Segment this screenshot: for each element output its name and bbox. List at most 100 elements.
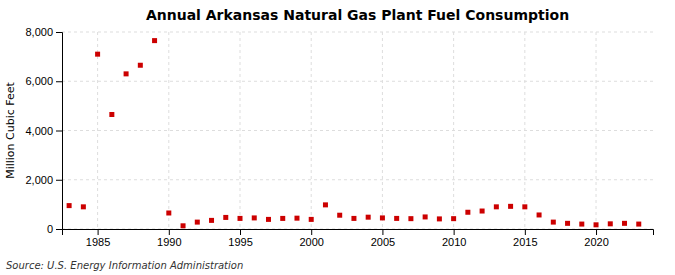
- x-axis: 1985 1990 1995 2000 2005 2010 2015 2020: [63, 229, 654, 248]
- y-tick-mark: [56, 81, 62, 82]
- point: [351, 216, 356, 221]
- point: [309, 217, 314, 222]
- point: [95, 52, 100, 57]
- grid-line-x: [97, 32, 98, 229]
- x-tick-mark: [382, 229, 383, 235]
- x-tick: 2020: [584, 229, 608, 248]
- x-tick-mark: [311, 229, 312, 235]
- grid-line-x: [168, 32, 169, 229]
- point: [337, 213, 342, 218]
- point: [408, 216, 413, 221]
- point: [622, 221, 627, 226]
- point: [465, 210, 470, 215]
- point: [608, 221, 613, 226]
- y-tick-mark: [56, 32, 62, 33]
- point: [124, 71, 129, 76]
- point: [181, 223, 186, 228]
- y-tick: 4,000: [25, 125, 62, 137]
- y-tick-mark: [56, 180, 62, 181]
- point: [166, 210, 171, 215]
- point: [423, 214, 428, 219]
- chart-svg: 1985 1990 1995 2000 2005 2010 2015 2020 0 2,000 4,…: [0, 0, 675, 275]
- grid-line-y: [62, 130, 653, 131]
- x-tick-mark: [454, 229, 455, 235]
- y-axis-line: [56, 33, 63, 230]
- x-tick-mark: [596, 229, 597, 235]
- x-tick-label: 2010: [442, 236, 466, 248]
- point: [636, 222, 641, 227]
- grid-line-x: [453, 32, 454, 229]
- x-tick-label: 2020: [584, 236, 608, 248]
- x-tick: 2000: [299, 229, 323, 248]
- x-tick: 2015: [513, 229, 537, 248]
- y-tick: 6,000: [25, 75, 62, 87]
- grid-line-x: [240, 32, 241, 229]
- x-tick-label: 1990: [157, 236, 181, 248]
- point: [294, 216, 299, 221]
- point: [195, 220, 200, 225]
- point: [366, 215, 371, 220]
- x-tick: 2005: [371, 229, 395, 248]
- x-tick-label: 2000: [299, 236, 323, 248]
- x-tick: 1990: [157, 229, 181, 248]
- y-tick: 2,000: [25, 174, 62, 186]
- x-tick-label: 2015: [513, 236, 537, 248]
- y-tick-label: 6,000: [25, 75, 53, 87]
- point: [209, 218, 214, 223]
- title: Annual Arkansas Natural Gas Plant Fuel C…: [146, 7, 569, 23]
- x-tick-mark: [98, 229, 99, 235]
- point: [138, 63, 143, 68]
- point: [594, 222, 599, 227]
- grid-line-x: [524, 32, 525, 229]
- x-tick-label: 1985: [86, 236, 110, 248]
- grid-line-x: [311, 32, 312, 229]
- y-tick-label: 2,000: [25, 174, 53, 186]
- grid-line-x: [382, 32, 383, 229]
- plot-area: 1985 1990 1995 2000 2005 2010 2015 2020 0 2,000 4,…: [25, 26, 653, 248]
- y-tick-label: 0: [47, 223, 53, 235]
- point: [223, 215, 228, 220]
- grid-line-y: [62, 179, 653, 180]
- x-axis-line: [63, 230, 654, 236]
- point: [323, 202, 328, 207]
- x-tick-label: 2005: [371, 236, 395, 248]
- point: [451, 216, 456, 221]
- y-tick-label: 4,000: [25, 125, 53, 137]
- x-tick: 1995: [228, 229, 252, 248]
- y-tick: 8,000: [25, 26, 62, 38]
- grid-line-x: [596, 32, 597, 229]
- source-note: Source: U.S. Energy Information Administ…: [6, 260, 243, 271]
- point: [380, 215, 385, 220]
- grid-line-y: [62, 81, 653, 82]
- point: [266, 217, 271, 222]
- x-tick-mark: [240, 229, 241, 235]
- x-tick-mark: [525, 229, 526, 235]
- point: [109, 112, 114, 117]
- point: [252, 215, 257, 220]
- chart-container: 1985 1990 1995 2000 2005 2010 2015 2020 0 2,000 4,…: [0, 0, 675, 275]
- y-tick: 0: [47, 223, 62, 235]
- point: [579, 222, 584, 227]
- point: [480, 209, 485, 214]
- y-tick-mark: [56, 229, 62, 230]
- point: [494, 204, 499, 209]
- x-tick-label: 1995: [228, 236, 252, 248]
- point: [81, 204, 86, 209]
- y-tick-mark: [56, 131, 62, 132]
- points: [67, 38, 642, 228]
- point: [537, 212, 542, 217]
- point: [508, 204, 513, 209]
- x-tick: 1985: [86, 229, 110, 248]
- point: [565, 221, 570, 226]
- point: [152, 38, 157, 43]
- y-tick-label: 8,000: [25, 26, 53, 38]
- point: [280, 216, 285, 221]
- point: [67, 203, 72, 208]
- y-axis: 0 2,000 4,000 6,000 8,000: [25, 26, 62, 235]
- point: [394, 216, 399, 221]
- point: [437, 216, 442, 221]
- grid: [62, 32, 653, 229]
- x-tick-mark: [169, 229, 170, 235]
- point: [551, 220, 556, 225]
- grid-line-y: [62, 32, 653, 33]
